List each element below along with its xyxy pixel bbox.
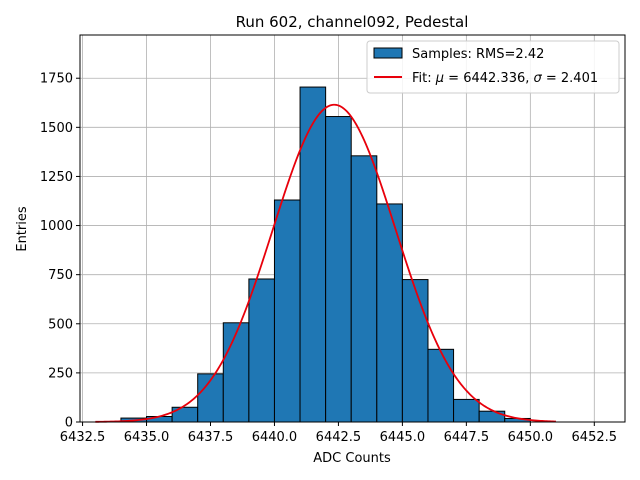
histogram-bar	[453, 398, 480, 423]
legend-fit-suffix: = 2.401	[542, 71, 598, 86]
histogram-bar	[171, 406, 199, 423]
histogram-bar	[401, 279, 429, 423]
legend: Samples: RMS=2.42 Fit: μ = 6442.336, σ =…	[366, 40, 620, 94]
histogram-bar	[427, 348, 455, 423]
histogram-bar	[299, 86, 327, 423]
histogram-bar	[350, 155, 378, 423]
histogram-bar	[478, 410, 506, 423]
y-tick-label: 1750	[40, 72, 73, 87]
plot-frame	[79, 34, 626, 423]
x-axis-label: ADC Counts	[313, 451, 391, 466]
chart-title: Run 602, channel092, Pedestal	[236, 13, 469, 31]
legend-samples-label: Samples: RMS=2.42	[412, 47, 544, 62]
x-tick-label: 6437.5	[188, 430, 234, 445]
y-tick-label: 0	[65, 416, 73, 431]
x-tick-label: 6435.0	[124, 430, 170, 445]
x-tick-label: 6432.5	[60, 430, 106, 445]
x-tick-label: 6440.0	[252, 430, 298, 445]
y-tick-label: 500	[48, 317, 73, 332]
histogram-bar	[248, 278, 275, 423]
gaussian-fit-line	[95, 103, 556, 423]
x-tick-label: 6452.5	[572, 430, 618, 445]
legend-fit-label: Fit: μ = 6442.336, σ = 2.401	[412, 71, 598, 86]
histogram-bar	[222, 322, 250, 423]
legend-sigma-symbol: σ	[534, 71, 543, 86]
histogram-bar	[325, 116, 352, 423]
y-tick-label: 250	[48, 366, 73, 381]
histogram-bar	[273, 199, 301, 423]
legend-fit-mid: = 6442.336,	[444, 71, 533, 86]
x-tick-label: 6445.0	[380, 430, 426, 445]
y-axis-label: Entries	[15, 206, 30, 252]
x-tick-label: 6442.5	[316, 430, 362, 445]
x-axis-ticks: 6432.5 6435.0 6437.5 6440.0 6442.5 6445.0 6447…	[60, 422, 617, 445]
y-tick-label: 1000	[40, 219, 73, 234]
x-tick-label: 6450.0	[508, 430, 554, 445]
y-tick-label: 1500	[40, 121, 73, 136]
y-tick-label: 750	[48, 268, 73, 283]
legend-samples-swatch	[373, 47, 403, 59]
legend-fit-prefix: Fit:	[412, 71, 436, 86]
x-tick-label: 6447.5	[444, 430, 490, 445]
legend-box	[366, 40, 620, 94]
legend-mu-symbol: μ	[435, 71, 444, 86]
fit-curve-group	[95, 103, 556, 423]
y-axis-ticks: 0 250 500 750 1000 1250 1500 1750	[40, 72, 80, 431]
y-tick-label: 1250	[40, 170, 73, 185]
